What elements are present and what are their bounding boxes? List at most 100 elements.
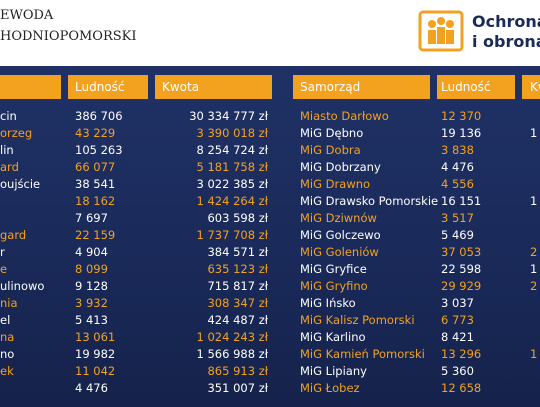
cell-name: MiG Gryfino xyxy=(300,279,368,293)
cell-name: MiG Goleniów xyxy=(300,245,379,259)
cell-amount: 5 181 758 zł xyxy=(196,160,269,174)
cell-amount: 865 913 zł xyxy=(207,364,268,378)
header-cell xyxy=(155,75,272,99)
logo-icon xyxy=(418,10,464,52)
column-header: Kw xyxy=(530,80,540,94)
cell-name: el xyxy=(0,313,11,327)
cell-amount: 424 487 zł xyxy=(207,313,268,327)
cell-population: 4 556 xyxy=(441,177,474,191)
header-band: EWODA HODNIOPOMORSKI Ochrona i obrona c xyxy=(0,0,540,66)
column-header: Kwota xyxy=(162,80,200,94)
cell-population: 7 697 xyxy=(75,211,108,225)
cell-name: na xyxy=(0,330,15,344)
cell-population: 386 706 xyxy=(75,109,123,123)
cell-name: orzeg xyxy=(0,126,33,140)
cell-amount: 384 571 zł xyxy=(207,245,268,259)
cell-name: ulinowo xyxy=(0,279,45,293)
cell-population: 13 061 xyxy=(75,330,116,344)
cell-population: 3 932 xyxy=(75,296,108,310)
cell-amount: 1 xyxy=(530,347,538,361)
cell-name: lin xyxy=(0,143,14,157)
cell-name: cin xyxy=(0,109,17,123)
cell-population: 105 263 xyxy=(75,143,123,157)
cell-population: 5 469 xyxy=(441,228,474,242)
cell-population: 4 476 xyxy=(75,381,108,395)
cell-amount: 30 334 777 zł xyxy=(189,109,268,123)
cell-population: 4 904 xyxy=(75,245,108,259)
cell-amount: 308 347 zł xyxy=(207,296,268,310)
cell-name: MiG Golczewo xyxy=(300,228,381,242)
cell-population: 19 982 xyxy=(75,347,116,361)
cell-amount: 603 598 zł xyxy=(207,211,268,225)
cell-name: MiG Lipiany xyxy=(300,364,367,378)
header-cell xyxy=(437,75,515,99)
cell-amount: 1 737 708 zł xyxy=(196,228,269,242)
cell-population: 12 370 xyxy=(441,109,482,123)
cell-population: 5 360 xyxy=(441,364,474,378)
cell-population: 3 037 xyxy=(441,296,474,310)
cell-population: 16 151 xyxy=(441,194,482,208)
cell-population: 8 099 xyxy=(75,262,108,276)
cell-name: MiG Dębno xyxy=(300,126,364,140)
cell-name: MiG Dobrzany xyxy=(300,160,381,174)
cell-population: 11 042 xyxy=(75,364,116,378)
cell-population: 38 541 xyxy=(75,177,116,191)
cell-name: oujście xyxy=(0,177,41,191)
cell-amount: 2 xyxy=(530,245,538,259)
cell-name: MiG Drawsko Pomorskie xyxy=(300,194,439,208)
cell-name: MiG Łobez xyxy=(300,381,360,395)
cell-population: 13 296 xyxy=(441,347,482,361)
header-cell xyxy=(293,75,430,99)
cell-name: MiG Kamień Pomorski xyxy=(300,347,425,361)
column-header: Ludność xyxy=(75,80,125,94)
cell-name: MiG Dziwnów xyxy=(300,211,377,225)
cell-name: MiG Drawno xyxy=(300,177,371,191)
cell-amount: 1 424 264 zł xyxy=(196,194,269,208)
cell-amount: 1 xyxy=(530,262,538,276)
cell-population: 18 162 xyxy=(75,194,116,208)
logo-text: i obrona c xyxy=(472,32,540,51)
cell-population: 29 929 xyxy=(441,279,482,293)
cell-population: 43 229 xyxy=(75,126,116,140)
cell-population: 9 128 xyxy=(75,279,108,293)
cell-name: MiG Kalisz Pomorski xyxy=(300,313,415,327)
cell-population: 22 598 xyxy=(441,262,482,276)
cell-name: MiG Dobra xyxy=(300,143,361,157)
cell-name: ek xyxy=(0,364,14,378)
cell-population: 8 421 xyxy=(441,330,474,344)
title-line: HODNIOPOMORSKI xyxy=(0,29,137,44)
cell-amount: 1 xyxy=(530,194,538,208)
cell-population: 5 413 xyxy=(75,313,108,327)
cell-population: 6 773 xyxy=(441,313,474,327)
cell-name: nia xyxy=(0,296,18,310)
cell-name: MiG Ińsko xyxy=(300,296,356,310)
column-header: Samorząd xyxy=(300,80,361,94)
logo-text: Ochrona xyxy=(472,12,540,31)
cell-amount: 1 024 243 zł xyxy=(196,330,269,344)
cell-population: 12 658 xyxy=(441,381,482,395)
cell-name: no xyxy=(0,347,15,361)
title-line: EWODA xyxy=(0,8,54,23)
cell-population: 66 077 xyxy=(75,160,116,174)
cell-population: 4 476 xyxy=(441,160,474,174)
header-cell xyxy=(522,75,540,99)
cell-name: Miasto Darłowo xyxy=(300,109,389,123)
cell-name: r xyxy=(0,245,5,259)
cell-amount: 2 xyxy=(530,279,538,293)
column-header: Ludność xyxy=(441,80,491,94)
cell-amount: 8 254 724 zł xyxy=(196,143,269,157)
cell-name: MiG Gryfice xyxy=(300,262,367,276)
cell-amount: 715 817 zł xyxy=(207,279,268,293)
cell-population: 3 517 xyxy=(441,211,474,225)
cell-name: gard xyxy=(0,228,27,242)
cell-amount: 1 xyxy=(530,126,538,140)
cell-amount: 635 123 zł xyxy=(207,262,268,276)
header-cell xyxy=(68,75,148,99)
cell-amount: 3 022 385 zł xyxy=(196,177,269,191)
cell-name: MiG Karlino xyxy=(300,330,366,344)
cell-population: 19 136 xyxy=(441,126,482,140)
cell-amount: 1 566 988 zł xyxy=(196,347,269,361)
cell-amount: 3 390 018 zł xyxy=(196,126,269,140)
cell-population: 22 159 xyxy=(75,228,116,242)
